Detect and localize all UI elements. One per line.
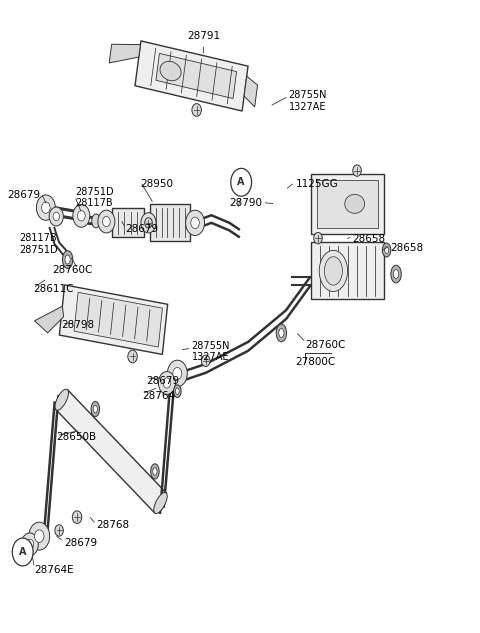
- Text: 28679: 28679: [146, 376, 180, 386]
- Ellipse shape: [65, 255, 70, 264]
- Ellipse shape: [353, 165, 361, 176]
- Text: 27800C: 27800C: [296, 357, 336, 367]
- Ellipse shape: [384, 247, 389, 253]
- Ellipse shape: [163, 378, 171, 388]
- Ellipse shape: [168, 360, 187, 387]
- Ellipse shape: [26, 539, 34, 549]
- Ellipse shape: [62, 251, 73, 268]
- Ellipse shape: [151, 464, 159, 479]
- Ellipse shape: [53, 212, 60, 221]
- Ellipse shape: [144, 218, 152, 228]
- Ellipse shape: [345, 194, 365, 213]
- Text: 28764: 28764: [142, 391, 175, 401]
- Text: 28791: 28791: [187, 31, 220, 41]
- Ellipse shape: [174, 385, 181, 398]
- Polygon shape: [60, 285, 168, 354]
- Ellipse shape: [176, 388, 179, 394]
- Text: 28751D
28117B: 28751D 28117B: [76, 187, 114, 208]
- Ellipse shape: [276, 324, 287, 342]
- Circle shape: [231, 168, 252, 196]
- Text: 28950: 28950: [141, 179, 173, 189]
- Ellipse shape: [92, 214, 100, 228]
- Ellipse shape: [93, 405, 97, 413]
- Text: 28755N
1327AE: 28755N 1327AE: [288, 91, 327, 112]
- Ellipse shape: [186, 210, 204, 235]
- Ellipse shape: [91, 401, 99, 417]
- Ellipse shape: [202, 355, 210, 367]
- Ellipse shape: [153, 468, 157, 475]
- Text: 28611C: 28611C: [33, 284, 73, 294]
- Text: 28679: 28679: [64, 538, 97, 548]
- Text: 28760C: 28760C: [52, 265, 92, 275]
- Text: 1125GG: 1125GG: [296, 179, 338, 189]
- Ellipse shape: [160, 61, 181, 80]
- Text: 28658: 28658: [390, 243, 423, 253]
- Ellipse shape: [55, 389, 69, 410]
- Polygon shape: [317, 180, 378, 227]
- Ellipse shape: [279, 329, 284, 337]
- Ellipse shape: [35, 530, 44, 542]
- Ellipse shape: [49, 207, 63, 226]
- Ellipse shape: [141, 213, 156, 233]
- Polygon shape: [244, 76, 258, 107]
- Ellipse shape: [73, 204, 90, 227]
- Text: 28768: 28768: [96, 520, 129, 530]
- Ellipse shape: [383, 243, 391, 257]
- Text: 28658: 28658: [352, 234, 385, 244]
- Polygon shape: [156, 53, 237, 99]
- Ellipse shape: [192, 104, 202, 116]
- Polygon shape: [111, 208, 144, 237]
- Ellipse shape: [154, 492, 167, 513]
- Ellipse shape: [158, 372, 176, 394]
- Ellipse shape: [319, 250, 348, 291]
- Text: 28760C: 28760C: [305, 340, 346, 350]
- Polygon shape: [311, 242, 384, 299]
- Ellipse shape: [394, 270, 399, 279]
- Ellipse shape: [72, 511, 82, 523]
- Ellipse shape: [103, 216, 110, 227]
- Text: 28679: 28679: [7, 190, 40, 200]
- Polygon shape: [150, 204, 191, 241]
- Text: 28117B
28751D: 28117B 28751D: [19, 233, 58, 254]
- Text: 28790: 28790: [229, 197, 263, 208]
- Ellipse shape: [191, 217, 199, 229]
- Ellipse shape: [173, 368, 182, 379]
- Ellipse shape: [21, 533, 38, 556]
- Ellipse shape: [128, 350, 137, 363]
- Ellipse shape: [391, 265, 401, 283]
- Text: A: A: [19, 547, 26, 557]
- Ellipse shape: [98, 210, 115, 233]
- Polygon shape: [135, 41, 248, 111]
- Text: 28679: 28679: [125, 224, 158, 234]
- Text: 28764E: 28764E: [35, 565, 74, 575]
- Ellipse shape: [29, 522, 49, 550]
- Polygon shape: [56, 390, 167, 513]
- Polygon shape: [35, 306, 64, 333]
- Text: A: A: [238, 177, 245, 187]
- Text: 28798: 28798: [61, 320, 95, 330]
- Ellipse shape: [145, 218, 152, 227]
- Ellipse shape: [324, 257, 342, 285]
- Circle shape: [12, 538, 33, 566]
- Polygon shape: [74, 292, 162, 347]
- Ellipse shape: [36, 195, 55, 220]
- Ellipse shape: [314, 232, 322, 244]
- Text: 28650B: 28650B: [57, 432, 97, 442]
- Polygon shape: [311, 173, 384, 234]
- Text: 28755N
1327AE: 28755N 1327AE: [192, 341, 230, 362]
- Polygon shape: [109, 44, 141, 63]
- Ellipse shape: [77, 211, 85, 221]
- Ellipse shape: [55, 525, 63, 536]
- Ellipse shape: [42, 202, 50, 213]
